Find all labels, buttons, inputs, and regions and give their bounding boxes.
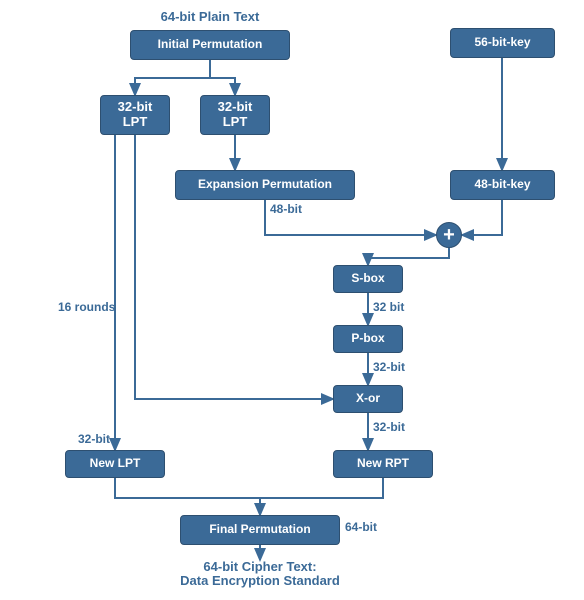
node-xor: X-or bbox=[333, 385, 403, 413]
node-plus-label: + bbox=[443, 225, 455, 245]
node-lpt: 32-bit LPT bbox=[100, 95, 170, 135]
node-sbox-label: S-box bbox=[351, 272, 384, 286]
edge-4 bbox=[462, 200, 502, 235]
label-l32d: 32-bit bbox=[78, 432, 110, 446]
label-l32b: 32-bit bbox=[373, 360, 405, 374]
node-lpt-label: 32-bit LPT bbox=[118, 100, 153, 130]
node-sbox: S-box bbox=[333, 265, 403, 293]
edge-12 bbox=[115, 478, 260, 515]
node-final-label: Final Permutation bbox=[209, 523, 310, 537]
node-key56: 56-bit-key bbox=[450, 28, 555, 58]
node-key48: 48-bit-key bbox=[450, 170, 555, 200]
node-cipher: 64-bit Cipher Text: Data Encryption Stan… bbox=[150, 560, 370, 594]
node-newrpt-label: New RPT bbox=[357, 457, 409, 471]
node-init-label: Initial Permutation bbox=[158, 38, 263, 52]
edge-0 bbox=[135, 60, 210, 95]
node-exp-label: Expansion Permutation bbox=[198, 178, 332, 192]
des-flowchart: 64-bit Plain Text Initial Permutation 32-b… bbox=[0, 0, 584, 600]
node-plain-label: 64-bit Plain Text bbox=[161, 9, 260, 24]
label-l32c: 32-bit bbox=[373, 420, 405, 434]
edge-13 bbox=[260, 478, 383, 498]
node-key56-label: 56-bit-key bbox=[474, 36, 530, 50]
node-cipher-label: 64-bit Cipher Text: Data Encryption Stan… bbox=[180, 559, 340, 588]
label-l48: 48-bit bbox=[270, 202, 302, 216]
node-key48-label: 48-bit-key bbox=[474, 178, 530, 192]
label-l64: 64-bit bbox=[345, 520, 377, 534]
node-plus: + bbox=[436, 222, 462, 248]
node-plain: 64-bit Plain Text bbox=[130, 10, 290, 28]
edge-1 bbox=[210, 60, 235, 95]
node-exp: Expansion Permutation bbox=[175, 170, 355, 200]
node-pbox-label: P-box bbox=[351, 332, 384, 346]
node-newrpt: New RPT bbox=[333, 450, 433, 478]
node-newlpt-label: New LPT bbox=[90, 457, 141, 471]
node-init: Initial Permutation bbox=[130, 30, 290, 60]
node-rpt: 32-bit LPT bbox=[200, 95, 270, 135]
label-l32a: 32 bit bbox=[373, 300, 404, 314]
node-final: Final Permutation bbox=[180, 515, 340, 545]
node-rpt-label: 32-bit LPT bbox=[218, 100, 253, 130]
label-lrounds: 16 rounds bbox=[58, 300, 115, 314]
node-pbox: P-box bbox=[333, 325, 403, 353]
node-xor-label: X-or bbox=[356, 392, 380, 406]
edge-6 bbox=[368, 248, 449, 265]
node-newlpt: New LPT bbox=[65, 450, 165, 478]
